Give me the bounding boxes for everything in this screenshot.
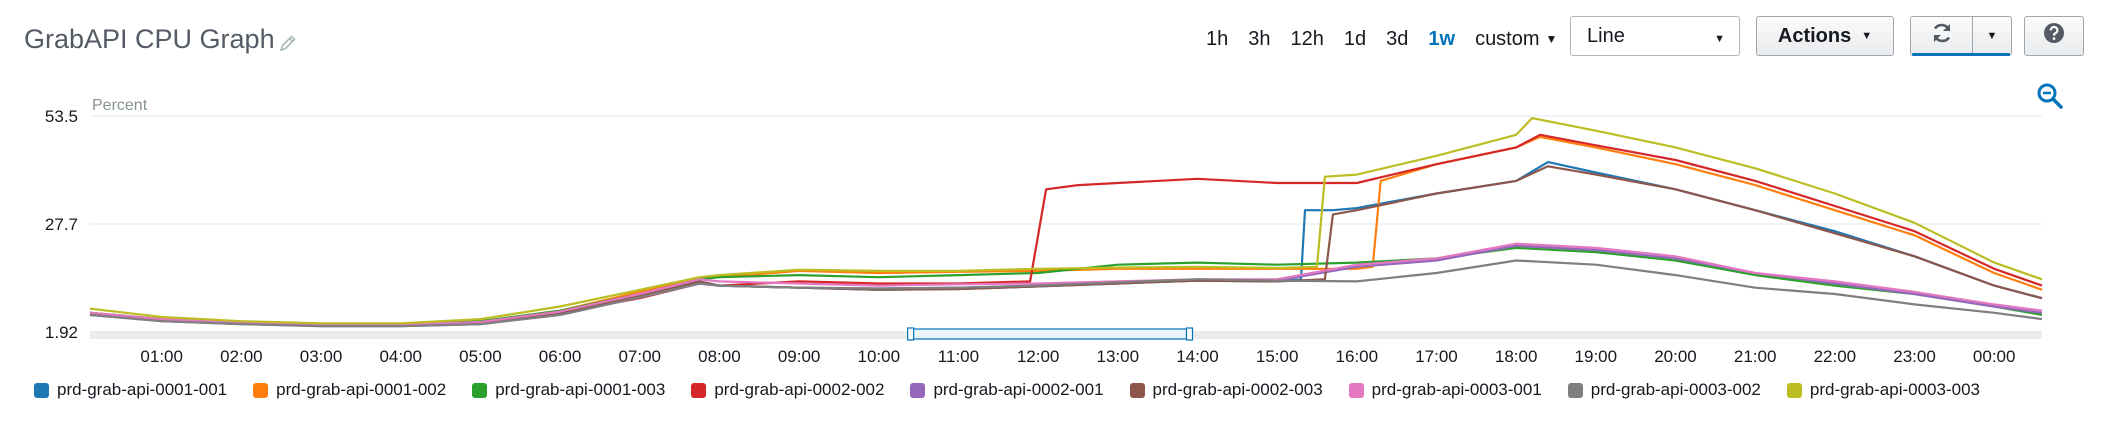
legend-label: prd-grab-api-0001-002 xyxy=(276,380,447,399)
chart-legend: prd-grab-api-0001-001 prd-grab-api-0001-0… xyxy=(34,380,2006,400)
range-selector-right-handle[interactable] xyxy=(1185,327,1194,341)
x-tick-label: 13:00 xyxy=(1097,347,1140,366)
x-tick-label: 15:00 xyxy=(1256,347,1299,366)
legend-item[interactable]: prd-grab-api-0002-001 xyxy=(910,380,1104,400)
caret-down-icon: ▼ xyxy=(1714,33,1725,45)
refresh-interval-dropdown[interactable]: ▼ xyxy=(1973,17,2011,55)
legend-item[interactable]: prd-grab-api-0003-001 xyxy=(1348,380,1542,400)
range-selector-window[interactable] xyxy=(910,328,1191,340)
legend-label: prd-grab-api-0001-003 xyxy=(495,380,666,399)
x-tick-label: 12:00 xyxy=(1017,347,1060,366)
y-tick-label: 1.92 xyxy=(45,323,78,342)
actions-button[interactable]: Actions ▼ xyxy=(1756,16,1894,56)
x-tick-label: 14:00 xyxy=(1176,347,1219,366)
time-range-selector: 1h 3h 12h 1d 3d 1w custom ▼ xyxy=(1206,24,1577,54)
y-tick-label: 53.5 xyxy=(45,107,78,126)
series-line-prd-grab-api-0002-002 xyxy=(89,133,2043,327)
series-line-prd-grab-api-0003-001 xyxy=(89,242,2043,327)
caret-down-icon: ▼ xyxy=(1861,30,1873,42)
range-1d[interactable]: 1d xyxy=(1343,27,1367,50)
legend-swatch xyxy=(1567,382,1583,398)
graph-type-value: Line xyxy=(1587,24,1625,47)
x-tick-label: 00:00 xyxy=(1973,347,2016,366)
actions-label: Actions xyxy=(1777,24,1852,47)
zoom-out-icon[interactable] xyxy=(2036,82,2064,115)
x-tick-label: 07:00 xyxy=(618,347,661,366)
legend-swatch xyxy=(691,382,707,398)
series-line-prd-grab-api-0001-002 xyxy=(89,135,2043,327)
x-tick-label: 09:00 xyxy=(778,347,821,366)
cpu-line-chart: Percent 1.92 27.7 53.5 01:00 02:00 03:00 04:0… xyxy=(45,97,2043,366)
x-tick-label: 03:00 xyxy=(300,347,343,366)
range-3d[interactable]: 3d xyxy=(1386,27,1409,50)
legend-label: prd-grab-api-0002-003 xyxy=(1152,380,1323,399)
legend-label: prd-grab-api-0001-001 xyxy=(57,380,228,399)
range-selector-left-handle[interactable] xyxy=(907,327,915,341)
y-axis-label: Percent xyxy=(92,97,148,114)
x-tick-label: 21:00 xyxy=(1734,347,1777,366)
range-1w[interactable]: 1w xyxy=(1428,27,1456,50)
x-tick-label: 04:00 xyxy=(379,347,422,366)
question-icon xyxy=(2043,22,2065,50)
legend-label: prd-grab-api-0002-001 xyxy=(933,380,1104,399)
series-line-prd-grab-api-0002-003 xyxy=(89,165,2043,327)
legend-swatch xyxy=(910,382,926,398)
x-tick-label: 17:00 xyxy=(1415,347,1458,366)
range-custom-dropdown[interactable]: custom ▼ xyxy=(1475,28,1557,51)
legend-swatch xyxy=(1786,382,1802,398)
legend-item[interactable]: prd-grab-api-0003-002 xyxy=(1567,380,1761,400)
legend-swatch xyxy=(1129,382,1145,398)
y-tick-label: 27.7 xyxy=(45,215,78,234)
refresh-icon xyxy=(1930,21,1954,51)
x-tick-label: 06:00 xyxy=(539,347,582,366)
caret-down-icon: ▼ xyxy=(1986,30,1998,42)
x-tick-label: 01:00 xyxy=(140,347,183,366)
x-tick-label: 16:00 xyxy=(1336,347,1379,366)
x-tick-label: 18:00 xyxy=(1495,347,1538,366)
x-tick-label: 19:00 xyxy=(1575,347,1618,366)
caret-down-icon: ▼ xyxy=(1545,31,1558,46)
refresh-button[interactable] xyxy=(1911,17,1973,55)
legend-swatch xyxy=(1348,382,1364,398)
legend-swatch xyxy=(34,382,49,398)
legend-item[interactable]: prd-grab-api-0001-001 xyxy=(34,380,227,400)
range-custom-label: custom xyxy=(1475,27,1540,50)
legend-item[interactable]: prd-grab-api-0002-003 xyxy=(1129,380,1323,400)
refresh-active-indicator xyxy=(1912,53,2010,56)
range-12h[interactable]: 12h xyxy=(1290,27,1324,50)
range-1h[interactable]: 1h xyxy=(1206,27,1229,50)
legend-item[interactable]: prd-grab-api-0002-002 xyxy=(691,380,884,400)
legend-swatch xyxy=(472,382,488,398)
x-tick-label: 02:00 xyxy=(220,347,263,366)
x-tick-label: 22:00 xyxy=(1814,347,1857,366)
x-tick-label: 23:00 xyxy=(1893,347,1936,366)
legend-label: prd-grab-api-0003-001 xyxy=(1371,380,1542,399)
x-tick-label: 10:00 xyxy=(857,347,900,366)
legend-item[interactable]: prd-grab-api-0001-003 xyxy=(472,380,665,400)
help-button[interactable] xyxy=(2024,16,2084,56)
page-title: GrabAPI CPU Graph xyxy=(24,24,275,54)
range-3h[interactable]: 3h xyxy=(1248,27,1271,50)
legend-label: prd-grab-api-0002-002 xyxy=(714,380,885,399)
legend-swatch xyxy=(253,382,269,398)
legend-item[interactable]: prd-grab-api-0001-002 xyxy=(253,380,446,400)
refresh-button-group: ▼ xyxy=(1910,16,2012,56)
legend-label: prd-grab-api-0003-002 xyxy=(1590,380,1761,399)
pencil-icon[interactable] xyxy=(278,33,298,53)
legend-item[interactable]: prd-grab-api-0003-003 xyxy=(1786,380,1980,400)
series-line-prd-grab-api-0003-002 xyxy=(89,259,2043,328)
legend-label: prd-grab-api-0003-003 xyxy=(1809,380,1980,399)
x-tick-label: 11:00 xyxy=(938,347,979,366)
series-line-prd-grab-api-0003-003 xyxy=(89,117,2043,325)
x-tick-label: 20:00 xyxy=(1654,347,1697,366)
graph-type-select[interactable]: Line ▼ xyxy=(1570,16,1740,56)
x-tick-label: 05:00 xyxy=(459,347,502,366)
x-tick-label: 08:00 xyxy=(698,347,741,366)
